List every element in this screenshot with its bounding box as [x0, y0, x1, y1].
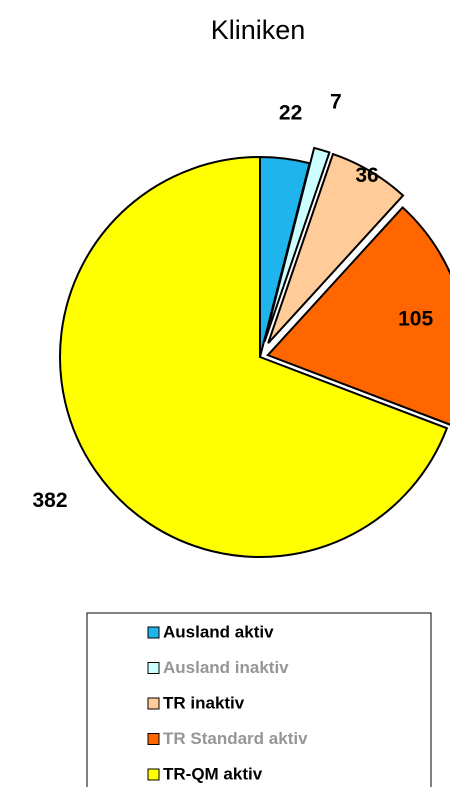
pie-slice: [267, 152, 405, 344]
legend-swatch: [147, 733, 160, 745]
data-label: 36: [355, 164, 378, 187]
legend: [86, 612, 432, 787]
data-label: 382: [32, 489, 67, 512]
legend-label: Ausland aktiv: [163, 622, 274, 641]
legend-label: TR Standard aktiv: [163, 729, 308, 748]
legend-swatch: [147, 697, 160, 710]
pie-slice: [59, 155, 449, 558]
legend-label: TR inaktiv: [163, 693, 245, 712]
data-label: 22: [279, 101, 302, 124]
pie-slice: [263, 146, 331, 342]
legend-swatch: [147, 626, 160, 639]
legend-label: Ausland inaktiv: [163, 658, 289, 677]
chart-title: Kliniken: [211, 15, 306, 45]
legend-swatch: [147, 662, 160, 674]
pie-slice: [266, 206, 450, 426]
data-label: 105: [398, 308, 433, 331]
data-label: 7: [330, 91, 342, 114]
legend-label: TR-QM aktiv: [163, 764, 263, 783]
legend-swatch: [147, 768, 160, 781]
